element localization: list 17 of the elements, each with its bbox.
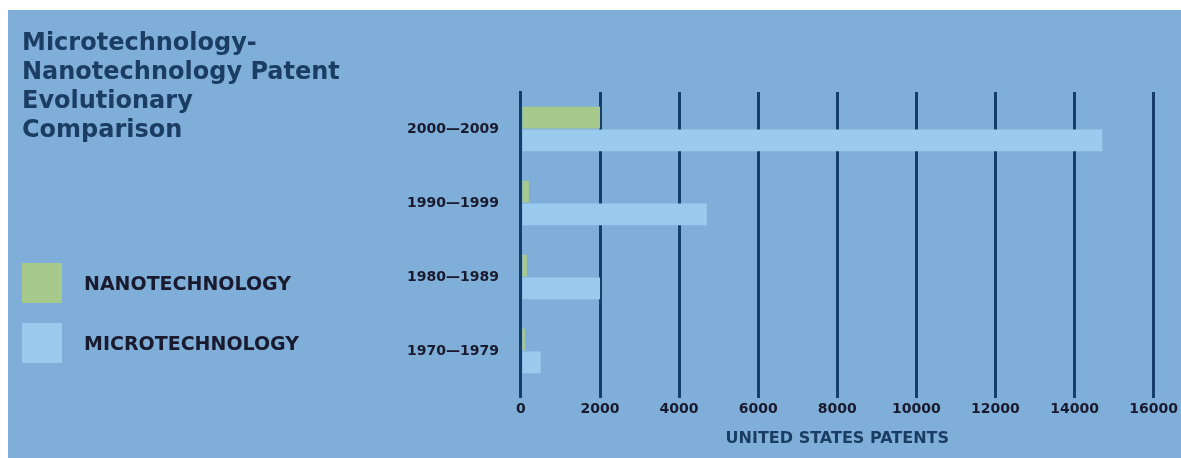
x-tick-label: 8000 (817, 400, 858, 417)
y-tick-label: 2000—2009 (406, 119, 499, 136)
x-tick-label: 4000 (659, 400, 699, 417)
legend-label: NANOTECHNOLOGY (84, 272, 292, 294)
y-tick-label: 1970—1979 (406, 341, 499, 358)
x-tick-label: 16000 (1129, 400, 1179, 417)
text: Microtechnology-Nanotechnology Patent Evolutionary Comparison (22, 28, 341, 144)
legend-label: MICROTECHNOLOGY (84, 332, 300, 354)
x-tick-label: 12000 (971, 400, 1021, 417)
x-tick-label: 10000 (892, 400, 941, 417)
x-tick-label: 2000 (580, 400, 620, 417)
y-tick-label: 1990—1999 (406, 193, 499, 210)
y-tick-label: 1980—1989 (406, 267, 499, 284)
x-tick-label: 0 (516, 400, 527, 417)
x-tick-label: 6000 (738, 400, 778, 417)
x-tick-label: 14000 (1050, 400, 1100, 417)
x-axis-title: UNITED STATES PATENTS (725, 427, 949, 447)
